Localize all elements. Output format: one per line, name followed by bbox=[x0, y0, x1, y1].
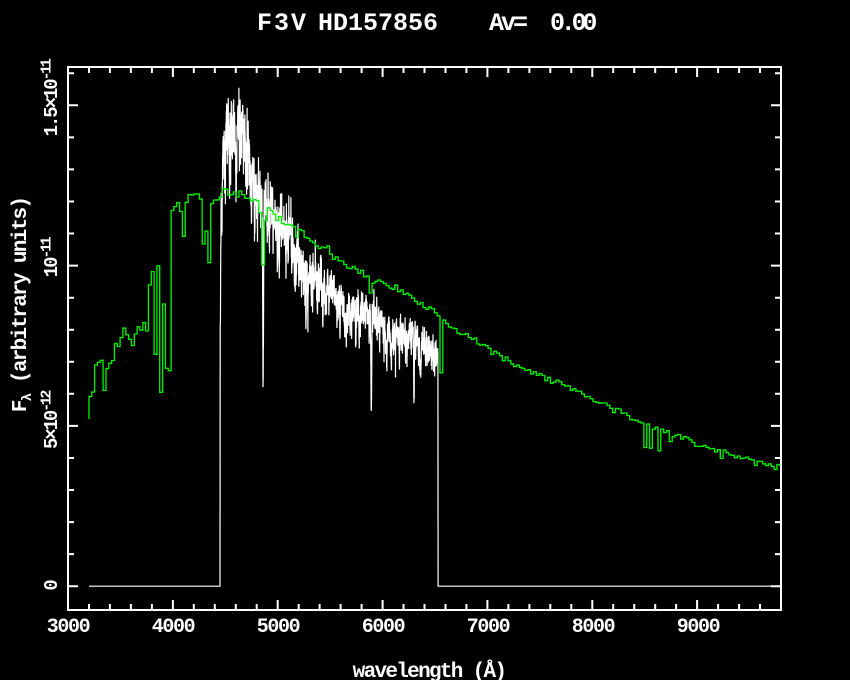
svg-text:9000: 9000 bbox=[677, 616, 720, 639]
svg-text:Fλ (arbitrary units): Fλ (arbitrary units) bbox=[10, 198, 36, 413]
svg-text:3000: 3000 bbox=[47, 616, 90, 639]
svg-text:F3V: F3V bbox=[257, 9, 308, 38]
svg-text:HD157856: HD157856 bbox=[318, 9, 438, 38]
svg-text:8000: 8000 bbox=[572, 616, 615, 639]
svg-text:6000: 6000 bbox=[362, 616, 405, 639]
svg-text:5000: 5000 bbox=[257, 616, 300, 639]
svg-text:0: 0 bbox=[41, 580, 63, 591]
svg-text:0.00: 0.00 bbox=[550, 9, 596, 38]
svg-text:7000: 7000 bbox=[467, 616, 510, 639]
svg-text:wavelength (Å): wavelength (Å) bbox=[353, 659, 506, 680]
svg-text:4000: 4000 bbox=[152, 616, 195, 639]
svg-text:Av=: Av= bbox=[489, 9, 527, 38]
